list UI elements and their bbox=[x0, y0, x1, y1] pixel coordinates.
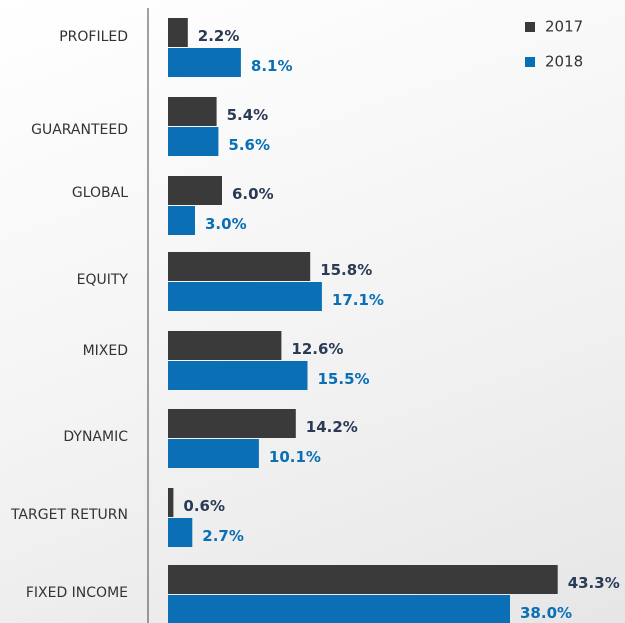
category-label: EQUITY bbox=[77, 272, 129, 288]
bar bbox=[168, 409, 296, 438]
bar bbox=[168, 518, 193, 547]
value-label: 14.2% bbox=[306, 418, 358, 436]
value-label: 43.3% bbox=[568, 574, 620, 592]
category-label: MIXED bbox=[83, 343, 128, 359]
bar bbox=[168, 439, 259, 468]
bar bbox=[168, 282, 322, 311]
bar bbox=[168, 97, 217, 126]
category-label: FIXED INCOME bbox=[26, 585, 128, 601]
bar bbox=[168, 252, 311, 281]
value-label: 10.1% bbox=[269, 448, 321, 466]
legend-swatch bbox=[525, 22, 535, 32]
bar bbox=[168, 565, 558, 594]
value-label: 8.1% bbox=[251, 57, 293, 75]
value-label: 15.5% bbox=[318, 370, 370, 388]
category-label: TARGET RETURN bbox=[10, 507, 128, 523]
category-label: GUARANTEED bbox=[31, 122, 128, 138]
value-label: 5.6% bbox=[228, 136, 270, 154]
bar bbox=[168, 331, 282, 360]
value-label: 15.8% bbox=[320, 261, 372, 279]
bar bbox=[168, 18, 188, 47]
value-label: 12.6% bbox=[291, 340, 343, 358]
legend-label: 2018 bbox=[545, 53, 583, 71]
bar bbox=[168, 206, 195, 235]
value-label: 2.2% bbox=[198, 27, 240, 45]
bar bbox=[168, 488, 174, 517]
category-label: PROFILED bbox=[59, 29, 128, 45]
legend-swatch bbox=[525, 57, 535, 67]
bar bbox=[168, 361, 308, 390]
bar bbox=[168, 127, 219, 156]
category-label: GLOBAL bbox=[72, 185, 128, 201]
bar bbox=[168, 48, 241, 77]
value-label: 38.0% bbox=[520, 604, 572, 622]
value-label: 6.0% bbox=[232, 185, 274, 203]
value-label: 17.1% bbox=[332, 291, 384, 309]
bar bbox=[168, 595, 510, 623]
legend-label: 2017 bbox=[545, 18, 583, 36]
value-label: 2.7% bbox=[202, 527, 244, 545]
bar bbox=[168, 176, 222, 205]
category-label: DYNAMIC bbox=[63, 429, 128, 445]
value-label: 3.0% bbox=[205, 215, 247, 233]
value-label: 5.4% bbox=[227, 106, 269, 124]
value-label: 0.6% bbox=[183, 497, 225, 515]
